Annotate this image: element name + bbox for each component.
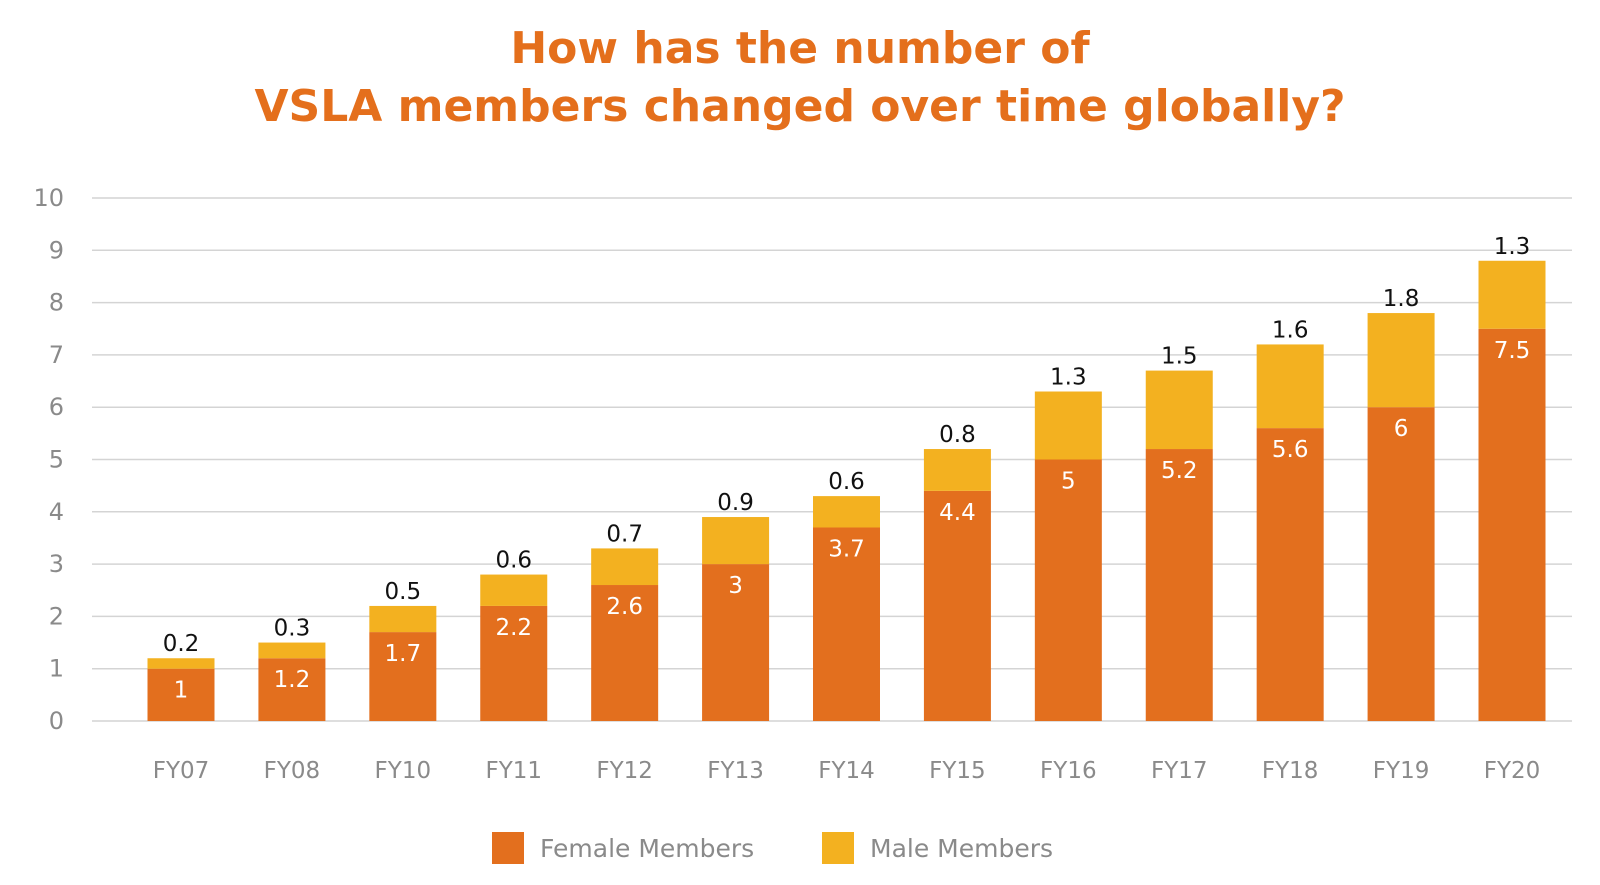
bar-male-fy14 [813, 496, 880, 528]
bar-female-fy12 [591, 585, 659, 721]
x-axis-labels: FY07 FY08 FY10 FY11 FY12 FY13 FY14 FY15 FY16 FY17… [153, 758, 1541, 784]
bar-female-fy14 [813, 527, 880, 721]
bar-male-fy11 [480, 574, 548, 606]
chart-title-line-1: How has the number of [510, 23, 1090, 74]
x-tick-label: FY19 [1373, 758, 1430, 784]
data-label-female: 5.6 [1272, 437, 1309, 463]
gridlines [92, 197, 1572, 722]
y-tick-label: 4 [49, 498, 64, 526]
data-label-female: 5 [1061, 469, 1076, 495]
legend-swatch-male [822, 832, 854, 864]
data-label-male: 0.5 [385, 579, 422, 605]
chart-title-line-2: VSLA members changed over time globally? [254, 81, 1346, 132]
data-label-female: 1 [174, 678, 189, 704]
bars: 1 0.2 1.2 0.3 1.7 0.5 2.2 0.6 2.6 0.7 3 0.9 3.7 0.6 4.… [147, 234, 1546, 721]
bar-female-fy19 [1367, 407, 1435, 721]
y-tick-label: 2 [49, 602, 64, 630]
bar-female-fy08 [258, 658, 326, 721]
bar-female-fy17 [1145, 449, 1213, 721]
y-axis-ticks: 0 1 2 3 4 5 6 7 8 9 10 [33, 184, 64, 735]
bar-female-fy13 [702, 564, 770, 721]
legend: Female Members Male Members [492, 832, 1053, 864]
x-tick-label: FY11 [485, 758, 542, 784]
data-label-male: 1.5 [1161, 344, 1198, 370]
y-tick-label: 0 [49, 707, 64, 735]
bar-male-fy16 [1034, 391, 1102, 460]
x-tick-label: FY20 [1484, 758, 1541, 784]
x-tick-label: FY07 [153, 758, 210, 784]
data-label-male: 0.7 [606, 521, 643, 547]
bar-male-fy13 [702, 517, 770, 565]
data-label-female: 6 [1394, 416, 1409, 442]
data-label-female: 1.2 [274, 667, 311, 693]
data-label-male: 0.3 [274, 616, 311, 642]
y-tick-label: 9 [49, 236, 64, 264]
bar-female-fy07 [147, 668, 215, 721]
legend-label-female: Female Members [540, 834, 754, 863]
data-label-male: 0.9 [717, 490, 754, 516]
bar-male-fy08 [258, 642, 326, 659]
y-tick-label: 8 [49, 289, 64, 317]
x-tick-label: FY17 [1151, 758, 1208, 784]
bar-male-fy07 [147, 658, 215, 669]
chart-title: How has the number of VSLA members chang… [0, 20, 1600, 136]
x-tick-label: FY15 [929, 758, 986, 784]
data-label-female: 1.7 [385, 641, 422, 667]
bar-female-fy18 [1256, 428, 1324, 721]
data-label-female: 4.4 [939, 500, 976, 526]
x-tick-label: FY16 [1040, 758, 1097, 784]
bar-male-fy18 [1256, 344, 1324, 429]
bar-female-fy11 [480, 605, 548, 721]
bar-male-fy10 [369, 605, 437, 633]
bar-female-fy15 [923, 490, 991, 721]
data-label-female: 2.2 [495, 615, 532, 641]
data-label-male: 1.3 [1050, 365, 1087, 391]
bar-female-fy10 [369, 632, 437, 721]
data-label-female: 3.7 [828, 536, 865, 562]
x-tick-label: FY08 [264, 758, 321, 784]
y-tick-label: 1 [49, 655, 64, 683]
y-tick-label: 3 [49, 550, 64, 578]
y-tick-label: 10 [33, 184, 64, 212]
data-label-female: 5.2 [1161, 458, 1198, 484]
data-label-male: 0.6 [495, 548, 532, 574]
data-label-female: 3 [728, 573, 743, 599]
data-label-male: 1.6 [1272, 317, 1309, 343]
data-label-female: 2.6 [606, 594, 643, 620]
y-tick-label: 6 [49, 393, 64, 421]
legend-swatch-female [492, 832, 524, 864]
data-label-male: 0.8 [939, 422, 976, 448]
bar-male-fy17 [1145, 370, 1213, 450]
y-tick-label: 5 [49, 446, 64, 474]
data-label-female: 7.5 [1494, 338, 1531, 364]
data-label-male: 0.2 [163, 631, 200, 657]
bar-male-fy12 [591, 548, 659, 586]
data-label-male: 1.3 [1494, 234, 1531, 260]
bar-male-fy20 [1478, 260, 1546, 329]
bar-male-fy19 [1367, 313, 1435, 408]
bar-female-fy16 [1034, 459, 1102, 721]
bar-female-fy20 [1478, 328, 1546, 721]
bar-male-fy15 [923, 449, 991, 491]
x-tick-label: FY13 [707, 758, 764, 784]
x-tick-label: FY10 [375, 758, 432, 784]
x-tick-label: FY14 [818, 758, 875, 784]
data-label-male: 0.6 [828, 469, 865, 495]
legend-label-male: Male Members [870, 834, 1053, 863]
y-tick-label: 7 [49, 341, 64, 369]
x-tick-label: FY18 [1262, 758, 1319, 784]
x-tick-label: FY12 [596, 758, 653, 784]
data-label-male: 1.8 [1383, 286, 1420, 312]
